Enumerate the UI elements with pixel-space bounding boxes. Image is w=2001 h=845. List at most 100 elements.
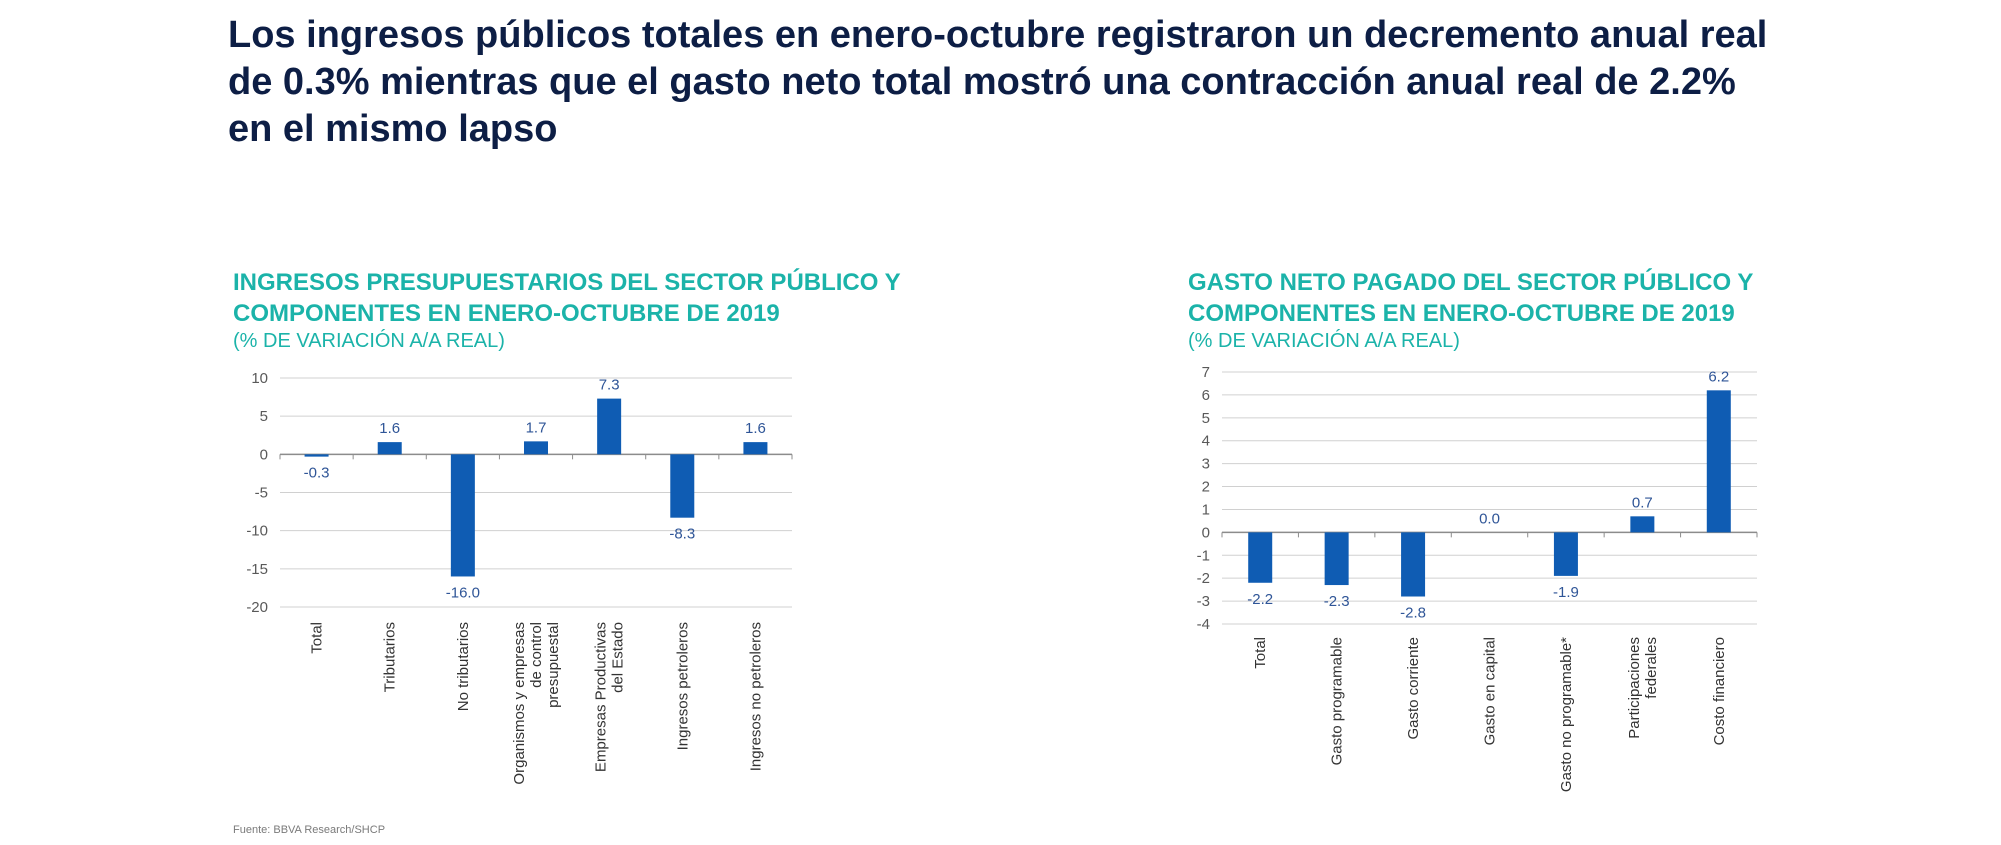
- x-tick-label: Participacionesfederales: [1626, 637, 1660, 739]
- bar: [1401, 532, 1426, 597]
- x-tick-label-group: No tributarios: [455, 622, 472, 711]
- y-tick-label: -1: [1197, 547, 1210, 564]
- x-tick-label: Total: [1252, 637, 1269, 669]
- y-tick-label: -20: [246, 599, 268, 616]
- data-label: 1.6: [745, 420, 766, 437]
- x-tick-label: Gasto corriente: [1405, 637, 1422, 740]
- x-tick-label-line: Organismos y empresas: [511, 622, 528, 785]
- bar: [1630, 516, 1655, 533]
- y-tick-label: 6: [1202, 387, 1210, 404]
- x-tick-label: Empresas Productivasdel Estado: [593, 622, 627, 772]
- bar: [743, 442, 768, 455]
- x-tick-label-line: Costo financiero: [1711, 637, 1728, 745]
- x-tick-label-group: Total: [309, 622, 326, 654]
- x-tick-label: No tributarios: [455, 622, 472, 711]
- x-tick-label-group: Empresas Productivasdel Estado: [593, 622, 627, 772]
- x-tick-label-group: Tributarios: [382, 622, 399, 692]
- page-headline: Los ingresos públicos totales en enero-o…: [228, 14, 1768, 150]
- y-tick-label: 5: [1202, 410, 1210, 427]
- data-label: -1.9: [1553, 584, 1579, 601]
- y-tick-label: 2: [1202, 479, 1210, 496]
- x-tick-label-group: Costo financiero: [1711, 637, 1728, 745]
- bar: [1248, 532, 1273, 583]
- y-tick-label: -2: [1197, 570, 1210, 587]
- bar: [670, 454, 695, 518]
- y-tick-label: 0: [260, 446, 268, 463]
- data-label: 0.0: [1479, 510, 1500, 527]
- x-tick-label-line: federales: [1643, 637, 1660, 699]
- y-tick-label: 0: [1202, 524, 1210, 541]
- x-tick-label-line: No tributarios: [455, 622, 472, 711]
- source-note: Fuente: BBVA Research/SHCP: [233, 824, 386, 836]
- y-tick-label: 7: [1202, 364, 1210, 381]
- x-tick-label: Tributarios: [382, 622, 399, 692]
- x-tick-label: Organismos y empresasde controlpresupues…: [511, 622, 562, 785]
- data-label: 1.7: [526, 419, 547, 436]
- data-label: -2.2: [1247, 591, 1273, 608]
- data-label: -16.0: [446, 584, 480, 601]
- data-label: 1.6: [379, 420, 400, 437]
- y-tick-label: 3: [1202, 456, 1210, 473]
- x-tick-label-group: Ingresos petroleros: [674, 622, 691, 750]
- x-tick-label-line: Gasto en capital: [1482, 637, 1499, 745]
- bar: [1324, 532, 1349, 586]
- x-tick-label-line: de control: [528, 622, 545, 688]
- y-tick-label: -10: [246, 523, 268, 540]
- y-tick-label: -15: [246, 561, 268, 578]
- x-tick-label: Total: [309, 622, 326, 654]
- chart-title-gasto: GASTO NETO PAGADO DEL SECTOR PÚBLICO Y C…: [1188, 269, 1753, 327]
- y-tick-label: 4: [1202, 433, 1210, 450]
- data-label: 7.3: [599, 377, 620, 394]
- x-tick-label: Ingresos no petroleros: [747, 622, 764, 771]
- x-tick-label-line: Gasto programable: [1329, 637, 1346, 765]
- x-tick-label: Costo financiero: [1711, 637, 1728, 745]
- chart-title-ingresos: INGRESOS PRESUPUESTARIOS DEL SECTOR PÚBL…: [233, 269, 901, 327]
- x-tick-label-line: Empresas Productivas: [593, 622, 610, 772]
- x-tick-label-group: Gasto corriente: [1405, 637, 1422, 740]
- data-label: 6.2: [1708, 368, 1729, 385]
- data-label: -2.8: [1400, 605, 1426, 622]
- chart-subtitle-ingresos: (% DE VARIACIÓN A/A REAL): [233, 330, 505, 352]
- bar: [450, 454, 475, 577]
- chart-subtitle-gasto: (% DE VARIACIÓN A/A REAL): [1188, 330, 1460, 352]
- bar: [377, 442, 402, 455]
- x-tick-label-group: Organismos y empresasde controlpresupues…: [511, 622, 562, 785]
- x-tick-label-line: Ingresos no petroleros: [747, 622, 764, 771]
- x-tick-label-group: Gasto no programable*: [1558, 637, 1575, 792]
- bar: [1706, 390, 1731, 533]
- y-tick-label: 5: [260, 408, 268, 425]
- data-label: -0.3: [304, 465, 330, 482]
- x-tick-label-line: Tributarios: [382, 622, 399, 692]
- data-label: 0.7: [1632, 494, 1653, 511]
- bar: [1553, 532, 1578, 576]
- x-tick-label-line: Ingresos petroleros: [674, 622, 691, 750]
- x-tick-label-line: Gasto corriente: [1405, 637, 1422, 740]
- bar: [524, 441, 548, 455]
- bar: [304, 454, 329, 457]
- x-tick-label-group: Gasto en capital: [1482, 637, 1499, 745]
- x-tick-label-line: Participaciones: [1626, 637, 1643, 739]
- x-tick-label-line: Total: [1252, 637, 1269, 669]
- x-tick-label-line: presupuestal: [545, 622, 562, 708]
- x-tick-label-group: Gasto programable: [1329, 637, 1346, 765]
- y-tick-label: -5: [255, 485, 268, 502]
- y-tick-label: -3: [1197, 593, 1210, 610]
- x-tick-label: Gasto programable: [1329, 637, 1346, 765]
- y-tick-label: -4: [1197, 616, 1210, 633]
- x-tick-label-group: Total: [1252, 637, 1269, 669]
- bar: [597, 398, 622, 455]
- data-label: -8.3: [669, 526, 695, 543]
- x-tick-label-group: Participacionesfederales: [1626, 637, 1660, 739]
- x-tick-label-group: Ingresos no petroleros: [747, 622, 764, 771]
- y-tick-label: 1: [1202, 501, 1210, 518]
- y-tick-label: 10: [251, 370, 268, 387]
- x-tick-label-line: Gasto no programable*: [1558, 637, 1575, 792]
- x-tick-label-line: del Estado: [610, 622, 627, 693]
- x-tick-label-line: Total: [309, 622, 326, 654]
- x-tick-label: Gasto no programable*: [1558, 637, 1575, 792]
- x-tick-label: Ingresos petroleros: [674, 622, 691, 750]
- x-tick-label: Gasto en capital: [1482, 637, 1499, 745]
- data-label: -2.3: [1324, 593, 1350, 610]
